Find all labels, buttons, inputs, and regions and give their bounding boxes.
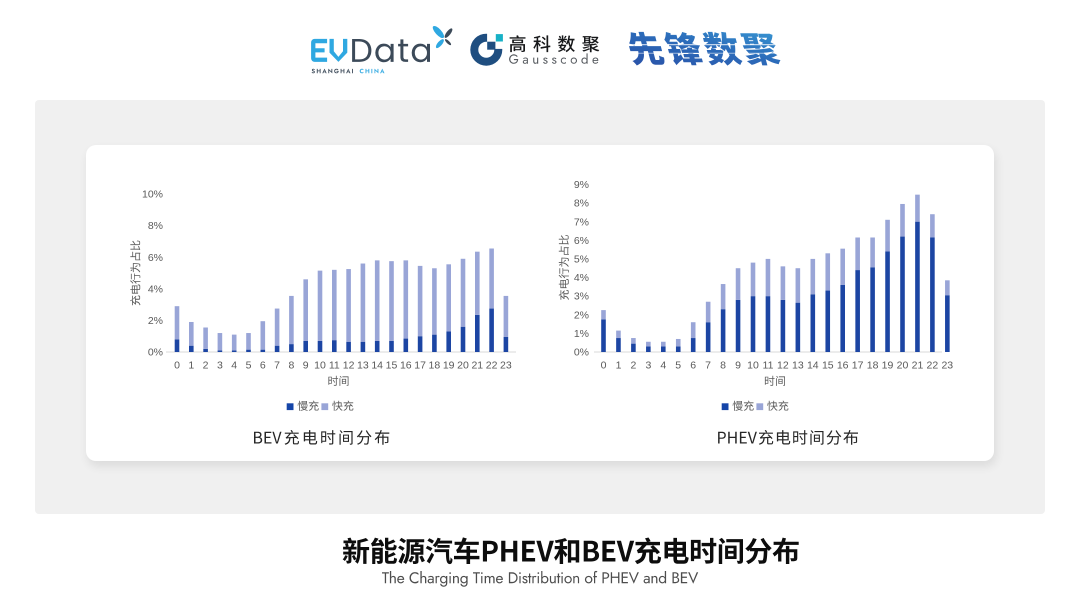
svg-text:19: 19 — [443, 360, 455, 372]
svg-text:13: 13 — [792, 360, 804, 372]
svg-text:3%: 3% — [574, 291, 589, 303]
svg-text:2%: 2% — [148, 315, 163, 327]
svg-text:16: 16 — [837, 360, 849, 372]
svg-text:2: 2 — [203, 360, 209, 372]
svg-text:3: 3 — [217, 360, 223, 372]
svg-text:6%: 6% — [148, 252, 163, 264]
svg-text:8%: 8% — [574, 198, 589, 210]
svg-text:4: 4 — [231, 360, 237, 372]
svg-text:20: 20 — [897, 360, 909, 372]
svg-text:5: 5 — [675, 360, 681, 372]
svg-text:17: 17 — [852, 360, 864, 372]
svg-text:19: 19 — [882, 360, 894, 372]
svg-text:5: 5 — [246, 360, 252, 372]
svg-text:21: 21 — [912, 360, 924, 372]
svg-text:15: 15 — [822, 360, 834, 372]
svg-text:12: 12 — [777, 360, 789, 372]
svg-text:6: 6 — [690, 360, 696, 372]
svg-text:8%: 8% — [148, 220, 163, 232]
svg-text:3: 3 — [645, 360, 651, 372]
svg-text:9: 9 — [735, 360, 741, 372]
svg-text:18: 18 — [867, 360, 879, 372]
svg-text:15: 15 — [386, 360, 398, 372]
svg-text:10: 10 — [314, 360, 326, 372]
svg-text:10: 10 — [747, 360, 759, 372]
svg-text:14: 14 — [371, 360, 383, 372]
svg-text:10%: 10% — [142, 189, 163, 201]
svg-text:21: 21 — [471, 360, 483, 372]
svg-text:1%: 1% — [574, 328, 589, 340]
svg-text:6: 6 — [260, 360, 266, 372]
svg-text:0: 0 — [174, 360, 180, 372]
svg-text:23: 23 — [500, 360, 512, 372]
svg-text:6%: 6% — [574, 235, 589, 247]
svg-text:7: 7 — [274, 360, 280, 372]
svg-text:16: 16 — [400, 360, 412, 372]
svg-text:23: 23 — [941, 360, 953, 372]
svg-text:12: 12 — [343, 360, 355, 372]
svg-text:4%: 4% — [148, 283, 163, 295]
svg-text:7%: 7% — [574, 216, 589, 228]
svg-text:4: 4 — [660, 360, 666, 372]
svg-text:4%: 4% — [574, 272, 589, 284]
svg-text:11: 11 — [763, 360, 774, 372]
svg-text:8: 8 — [288, 360, 294, 372]
svg-text:13: 13 — [357, 360, 369, 372]
svg-text:20: 20 — [457, 360, 469, 372]
svg-text:8: 8 — [720, 360, 726, 372]
svg-text:0%: 0% — [148, 347, 163, 359]
svg-text:14: 14 — [807, 360, 819, 372]
svg-text:0: 0 — [601, 360, 607, 372]
svg-text:11: 11 — [329, 360, 340, 372]
svg-text:2: 2 — [630, 360, 636, 372]
svg-text:5%: 5% — [574, 254, 589, 266]
svg-text:1: 1 — [616, 360, 622, 372]
svg-text:2%: 2% — [574, 309, 589, 321]
svg-text:22: 22 — [927, 360, 939, 372]
svg-text:1: 1 — [188, 360, 194, 372]
svg-text:0%: 0% — [574, 347, 589, 359]
svg-text:9: 9 — [303, 360, 309, 372]
svg-text:17: 17 — [414, 360, 426, 372]
svg-text:22: 22 — [486, 360, 498, 372]
svg-text:18: 18 — [429, 360, 441, 372]
svg-text:9%: 9% — [574, 179, 589, 191]
svg-text:7: 7 — [705, 360, 711, 372]
